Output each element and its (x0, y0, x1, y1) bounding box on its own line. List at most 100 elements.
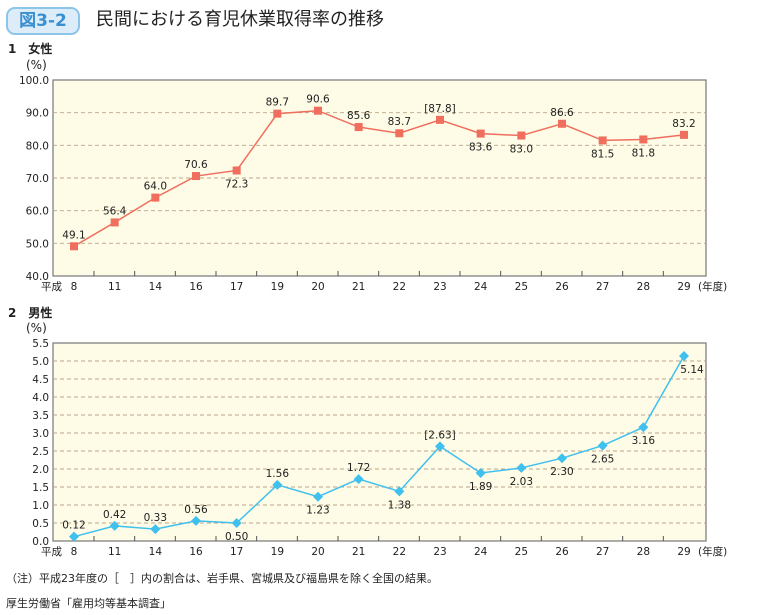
male-x-tick-label: 11 (108, 546, 121, 558)
male-data-point (435, 441, 445, 452)
female-data-label: 83.0 (510, 144, 533, 156)
female-data-point (354, 123, 363, 132)
female-y-tick-label: 80.0 (26, 140, 49, 152)
female-data-point (395, 129, 404, 138)
male-x-tick-label: 14 (149, 546, 163, 558)
male-section-label: 2 男性 (8, 306, 53, 320)
male-y-tick-label: 4.5 (32, 374, 49, 386)
male-data-point (109, 520, 120, 531)
male-x-tick-label: 28 (637, 546, 650, 558)
female-data-label: 90.6 (306, 94, 330, 106)
female-data-label: 70.6 (184, 159, 208, 171)
male-y-tick-label: 2.0 (32, 464, 49, 476)
female-data-point (598, 136, 607, 145)
male-data-point (272, 479, 283, 490)
male-data-point (150, 524, 161, 535)
male-x-prefix: 平成 (41, 546, 62, 558)
male-data-label: [2.63] (424, 429, 456, 441)
figure-number-badge: 図3-2 (6, 7, 80, 35)
female-x-suffix: (年度) (698, 280, 727, 293)
male-data-point (638, 422, 649, 433)
female-data-point (151, 193, 160, 202)
female-y-tick-label: 50.0 (26, 238, 49, 250)
female-x-tick-label: 20 (311, 281, 324, 293)
female-x-tick-label: 27 (596, 281, 609, 293)
male-y-tick-label: 4.0 (32, 392, 49, 404)
female-data-point (680, 130, 688, 139)
male-data-label: 2.03 (510, 476, 533, 488)
female-y-tick-label: 90.0 (26, 108, 49, 120)
male-data-label: 3.16 (632, 435, 656, 447)
male-x-suffix: (年度) (698, 545, 727, 558)
male-y-tick-label: 2.5 (32, 446, 49, 458)
female-y-tick-label: 70.0 (26, 173, 49, 185)
page-title: 民間における育児休業取得率の推移 (96, 9, 384, 30)
male-data-label: 1.23 (306, 505, 329, 517)
male-y-unit: (%) (26, 321, 47, 335)
female-data-label: 81.8 (632, 147, 655, 159)
male-x-tick-label: 16 (189, 546, 203, 558)
male-data-label: 0.12 (62, 520, 85, 532)
male-data-point (516, 462, 527, 473)
male-data-point (313, 491, 323, 502)
male-x-tick-label: 19 (271, 546, 284, 558)
female-y-tick-label: 100.0 (19, 75, 49, 87)
male-y-tick-label: 0.0 (32, 536, 49, 548)
female-data-point (314, 106, 322, 115)
male-data-label: 0.33 (144, 512, 167, 524)
male-x-tick-label: 23 (433, 546, 446, 558)
female-data-label: 49.1 (62, 229, 85, 241)
male-data-label: 1.89 (469, 481, 492, 493)
male-data-label: 1.38 (388, 499, 411, 511)
female-data-point (558, 119, 566, 128)
female-x-tick-label: 17 (230, 281, 243, 293)
female-data-label: 83.7 (388, 116, 411, 128)
female-x-tick-label: 16 (189, 281, 203, 293)
female-x-tick-label: 11 (108, 281, 121, 293)
male-data-point (679, 350, 689, 361)
male-data-point (353, 474, 364, 485)
male-x-tick-label: 26 (555, 546, 569, 558)
male-y-tick-label: 5.5 (32, 338, 49, 350)
female-y-tick-label: 40.0 (26, 271, 49, 283)
female-data-point (192, 172, 200, 181)
female-x-tick-label: 22 (393, 281, 406, 293)
male-data-point (231, 518, 242, 528)
female-series-line (73, 109, 685, 247)
male-data-point (191, 515, 201, 526)
female-data-label: 86.6 (550, 107, 574, 119)
male-data-label: 0.42 (103, 509, 126, 521)
female-data-point (436, 115, 444, 124)
male-x-tick-label: 27 (596, 546, 609, 558)
female-x-tick-label: 14 (149, 281, 163, 293)
female-y-unit: (%) (26, 58, 47, 72)
female-data-point (273, 109, 282, 118)
female-x-tick-label: 23 (433, 281, 446, 293)
male-data-label: 2.65 (591, 454, 614, 466)
male-x-tick-label: 29 (677, 546, 690, 558)
footnote: （注）平成23年度の［ ］内の割合は、岩手県、宮城県及び福島県を除く全国の結果。 (6, 572, 438, 585)
male-y-tick-label: 1.0 (32, 500, 49, 512)
female-section-label: 1 女性 (8, 42, 53, 56)
male-x-tick-label: 17 (230, 546, 243, 558)
female-data-point (110, 218, 119, 227)
male-data-point (475, 467, 486, 478)
male-data-point (597, 440, 608, 451)
female-data-point (639, 135, 648, 144)
female-x-tick-label: 24 (474, 281, 488, 293)
male-data-point (394, 486, 405, 497)
female-x-tick-label: 21 (352, 281, 365, 293)
male-data-label: 5.14 (680, 364, 704, 376)
female-data-label: 72.3 (225, 178, 248, 190)
male-x-tick-label: 25 (515, 546, 528, 558)
male-data-label: 1.72 (347, 462, 370, 474)
female-data-label: 85.6 (347, 110, 371, 122)
female-x-tick-label: 29 (677, 281, 690, 293)
female-data-label: 83.2 (672, 118, 695, 130)
female-x-prefix: 平成 (41, 281, 62, 293)
male-data-label: 2.30 (550, 466, 573, 478)
male-x-tick-label: 8 (71, 546, 78, 558)
male-plot-area (52, 342, 707, 542)
female-x-tick-label: 25 (515, 281, 528, 293)
